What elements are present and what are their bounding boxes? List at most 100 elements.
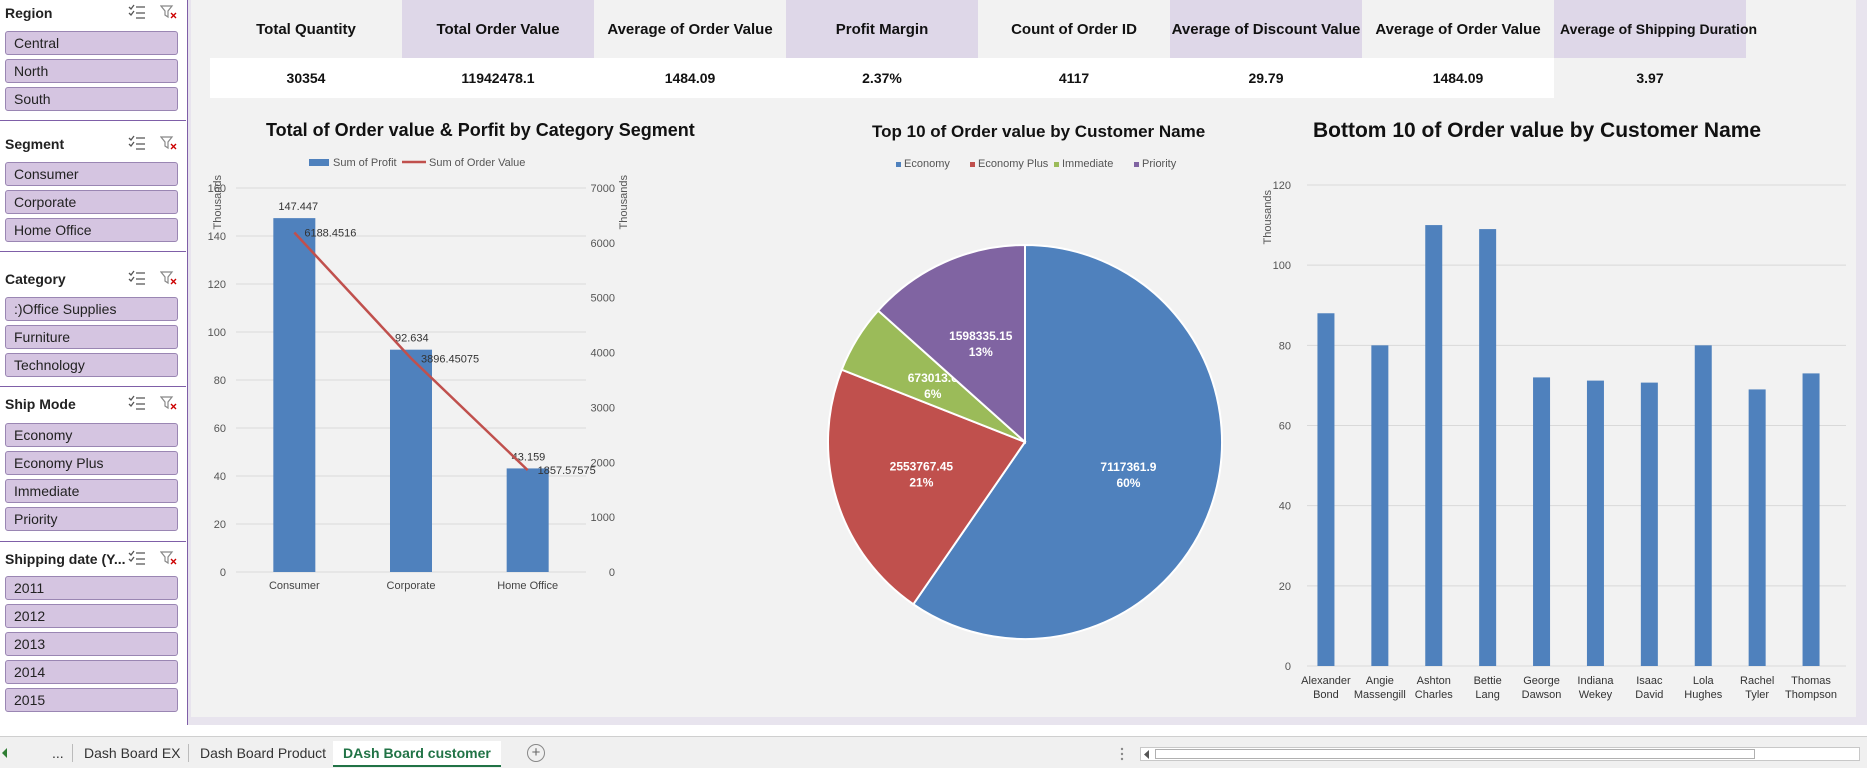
- pie-percent-label: 6%: [924, 387, 942, 401]
- slicer-header: Shipping date (Y...: [0, 546, 186, 572]
- slicer-header: Region: [0, 0, 186, 26]
- add-sheet-button[interactable]: +: [527, 744, 545, 762]
- slicer-item-2013[interactable]: 2013: [5, 632, 178, 656]
- data-label-order-value: 6188.4516: [304, 228, 356, 240]
- bar: [1425, 225, 1443, 666]
- x-tick-label: Wekey: [1579, 689, 1613, 701]
- slicer-item-home-office[interactable]: Home Office: [5, 218, 178, 242]
- slicer-title: Ship Mode: [5, 396, 76, 412]
- slicer-item-priority[interactable]: Priority: [5, 507, 178, 531]
- multi-select-icon[interactable]: [128, 135, 146, 151]
- slicer-item-south[interactable]: South: [5, 87, 178, 111]
- x-tick-label: Angie: [1366, 675, 1394, 687]
- x-tick-label: Thomas: [1791, 675, 1831, 687]
- x-tick-label: Tyler: [1745, 689, 1769, 701]
- bar-profit: [390, 349, 432, 572]
- clear-filter-icon[interactable]: [160, 395, 178, 411]
- data-label-order-value: 1857.57575: [538, 465, 596, 477]
- slicer-item-2015[interactable]: 2015: [5, 688, 178, 712]
- kpi-label: Total Quantity: [210, 0, 402, 58]
- slicer-item-economy-plus[interactable]: Economy Plus: [5, 451, 178, 475]
- slicer-item-consumer[interactable]: Consumer: [5, 162, 178, 186]
- kpi-label: Average of Discount Value: [1170, 0, 1362, 58]
- data-label-profit: 147.447: [278, 201, 318, 213]
- x-tick-label: Bettie: [1474, 675, 1502, 687]
- legend-swatch: [896, 162, 901, 167]
- multi-select-icon[interactable]: [128, 270, 146, 286]
- y-tick-label: 120: [208, 279, 226, 291]
- tab-dash-board-product[interactable]: Dash Board Product: [200, 745, 327, 761]
- scrollbar-thumb[interactable]: [1155, 749, 1755, 759]
- clear-filter-icon[interactable]: [160, 4, 178, 20]
- kpi-value: 11942478.1: [402, 58, 594, 98]
- slicer-item-2014[interactable]: 2014: [5, 660, 178, 684]
- kpi-value: 29.79: [1170, 58, 1362, 98]
- y-axis-label: Thousands: [1262, 190, 1274, 245]
- x-tick-label: Consumer: [269, 580, 320, 592]
- sheet-tab-bar: ... Dash Board EX Dash Board Product DAs…: [0, 736, 1867, 768]
- x-tick-label: Home Office: [497, 580, 558, 592]
- y-tick-label: 80: [214, 375, 226, 387]
- kpi-value: 1484.09: [594, 58, 786, 98]
- bar: [1748, 389, 1766, 666]
- tab-dash-board-customer[interactable]: DAsh Board customer: [333, 741, 501, 767]
- slicer-item-2011[interactable]: 2011: [5, 576, 178, 600]
- slicer-item-north[interactable]: North: [5, 59, 178, 83]
- x-tick-label: Alexander: [1301, 675, 1351, 687]
- pie-slice: [911, 243, 1223, 640]
- y-tick-label: 20: [1279, 581, 1291, 593]
- clear-filter-icon[interactable]: [160, 135, 178, 151]
- multi-select-icon[interactable]: [128, 395, 146, 411]
- slicer-segment: Segment Consumer Corporate Home Office: [0, 131, 186, 252]
- x-tick-label: Charles: [1415, 689, 1453, 701]
- y-tick-label: 60: [1279, 421, 1291, 433]
- y2-tick-label: 6000: [591, 238, 615, 250]
- legend-label: Priority: [1142, 158, 1177, 170]
- multi-select-icon[interactable]: [128, 4, 146, 20]
- y-tick-label: 140: [208, 231, 226, 243]
- bar: [1479, 229, 1497, 666]
- y-tick-label: 60: [214, 423, 226, 435]
- kpi-card: Average of Discount Value 29.79: [1170, 0, 1362, 100]
- slicer-title: Segment: [5, 136, 65, 152]
- x-tick-label: Lola: [1693, 675, 1715, 687]
- clear-filter-icon[interactable]: [160, 270, 178, 286]
- slicer-item-corporate[interactable]: Corporate: [5, 190, 178, 214]
- slicer-item-central[interactable]: Central: [5, 31, 178, 55]
- slicer-item-technology[interactable]: Technology: [5, 353, 178, 377]
- multi-select-icon[interactable]: [128, 550, 146, 566]
- scroll-left-icon[interactable]: [2, 748, 8, 758]
- x-tick-label: Isaac: [1636, 675, 1663, 687]
- pie-percent-label: 13%: [969, 345, 993, 359]
- tab-splitter-icon[interactable]: [1120, 747, 1124, 761]
- kpi-value: 1484.09: [1362, 58, 1554, 98]
- kpi-card: Profit Margin 2.37%: [786, 0, 978, 100]
- slicer-item-2012[interactable]: 2012: [5, 604, 178, 628]
- pie-slice: [876, 243, 1026, 445]
- data-label-profit: 43.159: [512, 451, 546, 463]
- legend-swatch: [970, 162, 975, 167]
- kpi-label: Average of Order Value: [594, 0, 786, 58]
- slicer-item-furniture[interactable]: Furniture: [5, 325, 178, 349]
- bar: [1533, 377, 1551, 666]
- kpi-row: Total Quantity 30354 Total Order Value 119…: [210, 0, 1757, 100]
- kpi-card: Total Order Value 11942478.1: [402, 0, 594, 100]
- chart-category-segment: Sum of Profit Sum of Order Value 0 20 40 60 80…: [208, 157, 630, 592]
- horizontal-scrollbar[interactable]: [1140, 747, 1860, 761]
- y-axis-label: Thousands: [212, 175, 224, 230]
- legend-swatch: [1054, 162, 1059, 167]
- slicer-item-office-supplies[interactable]: :)Office Supplies: [5, 297, 178, 321]
- chart-title-top10: Top 10 of Order value by Customer Name: [872, 122, 1206, 141]
- y2-tick-label: 4000: [591, 348, 615, 360]
- bar: [1586, 380, 1604, 666]
- clear-filter-icon[interactable]: [160, 550, 178, 566]
- scroll-left-arrow-icon[interactable]: [1144, 750, 1150, 759]
- x-tick-label: David: [1635, 689, 1663, 701]
- tab-dash-board-ex[interactable]: Dash Board EX: [84, 745, 181, 761]
- pie-value-label: 2553767.45: [890, 460, 954, 474]
- y2-tick-label: 5000: [591, 293, 615, 305]
- kpi-value: 4117: [978, 58, 1170, 98]
- slicer-item-economy[interactable]: Economy: [5, 423, 178, 447]
- slicer-item-immediate[interactable]: Immediate: [5, 479, 178, 503]
- tab-ellipsis[interactable]: ...: [52, 745, 64, 761]
